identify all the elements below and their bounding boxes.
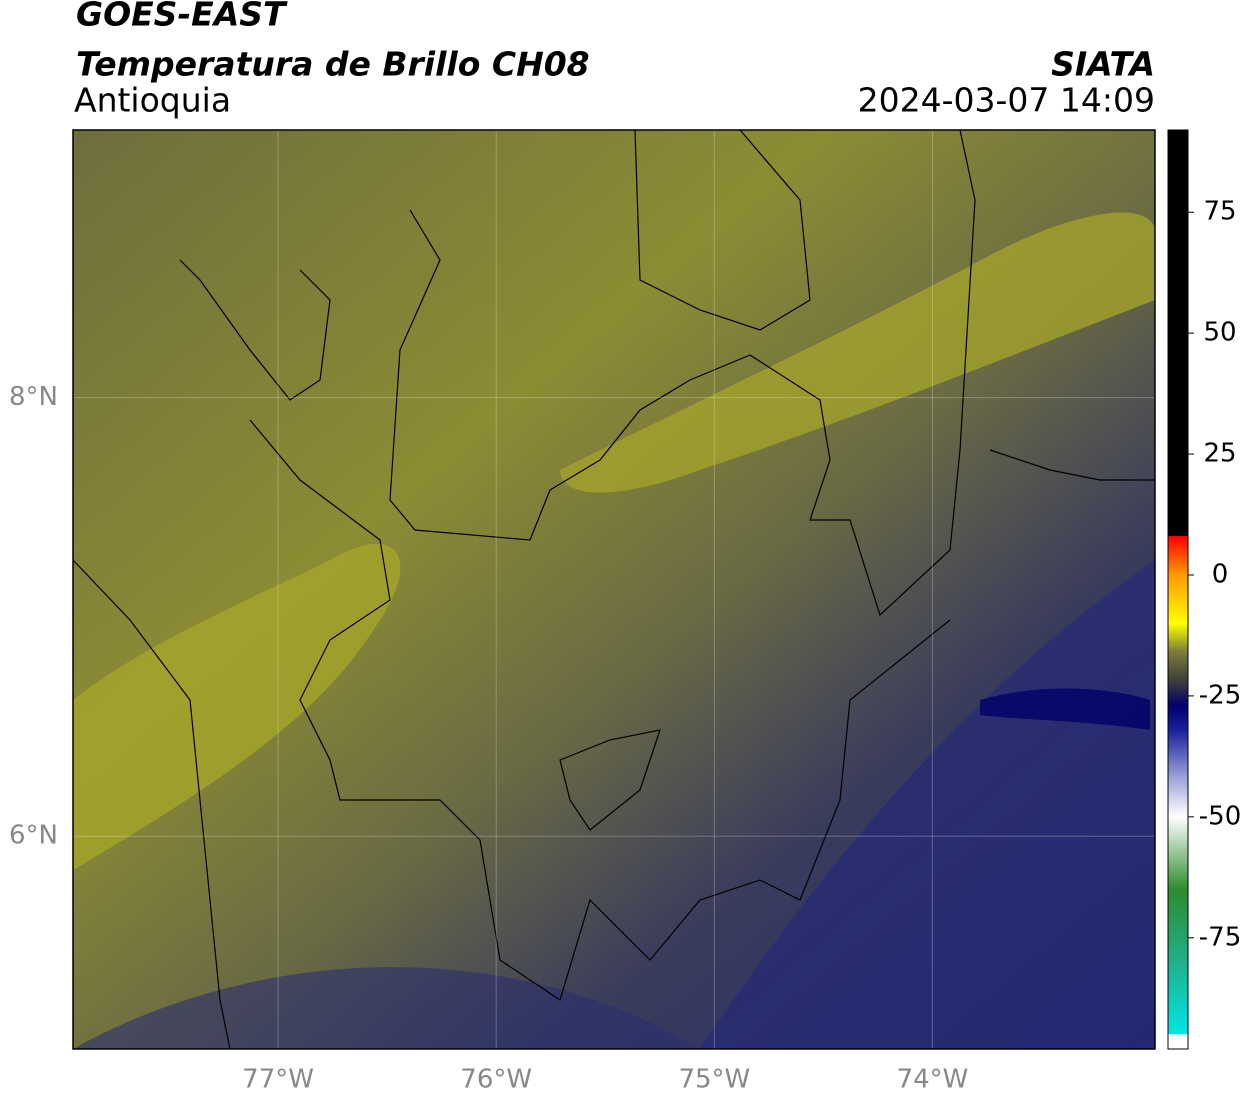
colorbar-tick-label: 25	[1203, 439, 1236, 469]
colorbar-tick-label: -25	[1199, 680, 1241, 710]
lon-tick-label: 74°W	[897, 1065, 969, 1095]
graticule	[73, 130, 1155, 1049]
colorbar-tick-label: -75	[1199, 922, 1241, 952]
map-frame	[72, 129, 1156, 1050]
cold-area	[700, 560, 1155, 1049]
cold-core	[980, 688, 1150, 730]
lat-tick-label: 8°N	[9, 382, 58, 412]
lon-tick-label: 75°W	[678, 1065, 750, 1095]
colorbar-tick-label: 50	[1203, 318, 1236, 348]
region-label: Antioquia	[74, 81, 231, 120]
satellite-title: GOES-EAST	[76, 0, 288, 34]
colorbar-tick-label: -50	[1199, 801, 1241, 831]
colorbar-frame	[1167, 129, 1189, 1050]
product-title: Temperatura de Brillo CH08	[76, 45, 590, 84]
colorbar-tick-label: 75	[1203, 197, 1236, 227]
warm-band	[560, 212, 1155, 493]
timestamp: 2024-03-07 14:09	[858, 81, 1155, 120]
map-image	[73, 130, 1155, 1049]
colorbar-scale	[1168, 130, 1188, 1049]
warm-band	[73, 543, 401, 870]
lon-tick-label: 77°W	[242, 1065, 314, 1095]
colorbar	[1168, 130, 1194, 1049]
borders	[73, 130, 1155, 1049]
lon-tick-label: 76°W	[460, 1065, 532, 1095]
agency-label: SIATA	[1051, 45, 1155, 84]
lat-tick-label: 6°N	[9, 821, 58, 851]
cold-area	[73, 967, 700, 1049]
colorbar-tick-label: 0	[1212, 559, 1229, 589]
